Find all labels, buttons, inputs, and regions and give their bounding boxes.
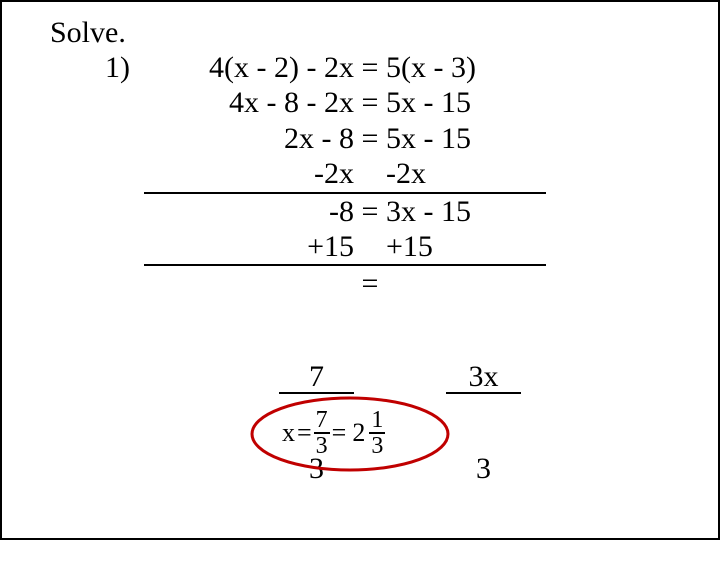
problem-number (82, 229, 144, 266)
problem-number (82, 194, 144, 229)
answer-frac1-bot: 3 (314, 434, 330, 458)
problem-number (82, 121, 144, 156)
answer-eq1: = (297, 418, 312, 448)
final-answer: x = 7 3 = 2 1 3 (268, 402, 399, 464)
step-row: +15 +15 (82, 229, 546, 266)
step-lhs: 4x - 8 - 2x (144, 85, 354, 120)
answer-var: x (282, 418, 295, 448)
step-rhs: +15 (386, 229, 546, 266)
answer-frac-1: 7 3 (314, 408, 330, 458)
answer-frac2-top: 1 (369, 408, 385, 434)
answer-mixed-whole: 2 (352, 418, 365, 448)
step-eq: = (354, 85, 386, 120)
step-rhs: 3x - 15 (386, 194, 546, 229)
answer-frac-2: 1 3 (369, 408, 385, 458)
problem-number: 1) (82, 50, 144, 85)
step-row: -2x -2x (82, 156, 546, 193)
step-lhs: -2x (144, 156, 354, 193)
step-rhs: 5(x - 3) (386, 50, 546, 85)
rhs-fraction: 3x 3 (446, 302, 521, 544)
step-eq (354, 156, 386, 193)
step-rhs: 5x - 15 (386, 85, 546, 120)
answer-eq2: = (332, 418, 347, 448)
work-area: 1)4(x - 2) - 2x=5(x - 3)4x - 8 - 2x=5x -… (82, 50, 546, 579)
step-lhs: +15 (144, 229, 354, 266)
problem-number (82, 156, 144, 193)
step-eq (354, 229, 386, 266)
rhs-frac-top: 3x (446, 362, 521, 394)
step-eq: = (354, 50, 386, 85)
final-answer-region: x = 7 3 = 2 1 3 (268, 402, 399, 464)
step-row: 4x - 8 - 2x=5x - 15 (82, 85, 546, 120)
rhs-frac-bot: 3 (446, 454, 521, 484)
step-eq: = (354, 121, 386, 156)
lhs-frac-top: 7 (279, 362, 354, 394)
problem-number (82, 85, 144, 120)
answer-frac2-bot: 3 (369, 434, 385, 458)
step-lhs: 4(x - 2) - 2x (144, 50, 354, 85)
step-row: -8=3x - 15 (82, 194, 546, 229)
heading-solve: Solve. (50, 16, 126, 50)
math-slide: Solve. 1)4(x - 2) - 2x=5(x - 3)4x - 8 - … (0, 0, 720, 540)
answer-frac1-top: 7 (314, 408, 330, 434)
step-lhs: -8 (144, 194, 354, 229)
step-row: 2x - 8=5x - 15 (82, 121, 546, 156)
step-rhs: 5x - 15 (386, 121, 546, 156)
step-rhs: -2x (386, 156, 546, 193)
step-eq: = (354, 194, 386, 229)
step-lhs: 2x - 8 (144, 121, 354, 156)
step-row: 1)4(x - 2) - 2x=5(x - 3) (82, 50, 546, 85)
